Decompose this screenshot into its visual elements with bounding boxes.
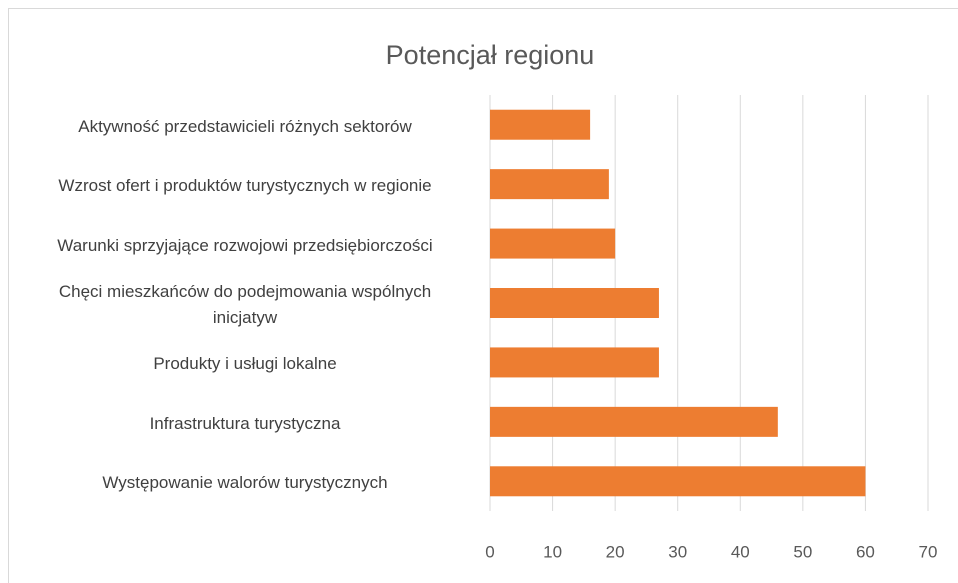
chart-border [8, 8, 958, 583]
y-tick-label: Aktywność przedstawicieli różnych sektor… [78, 116, 412, 136]
y-tick-label: Wzrost ofert i produktów turystycznych w… [58, 176, 432, 196]
x-tick-label: 70 [919, 542, 938, 561]
y-tick-label: Warunki sprzyjające rozwojowi przedsiębi… [57, 235, 433, 255]
x-tick-label: 30 [668, 542, 687, 561]
x-tick-label: 50 [793, 542, 812, 561]
bar [490, 406, 778, 437]
bar [490, 288, 659, 318]
bar [490, 228, 616, 259]
x-tick-label: 10 [543, 542, 562, 561]
bar [490, 169, 609, 200]
y-tick-label: Chęci mieszkańców do podejmowania wspóln… [58, 281, 432, 327]
x-tick-label: 60 [856, 542, 875, 561]
bar [490, 347, 659, 378]
bar [490, 109, 591, 140]
x-tick-label: 40 [731, 542, 750, 561]
bar [490, 466, 866, 497]
x-tick-label: 20 [606, 542, 625, 561]
x-tick-label: 0 [485, 542, 494, 561]
y-tick-label: Występowanie walorów turystycznych [102, 473, 388, 493]
y-tick-label: Produkty i usługi lokalne [153, 354, 337, 374]
y-tick-label: Infrastruktura turystyczna [149, 413, 341, 433]
chart-title: Potencjał regionu [386, 40, 595, 70]
